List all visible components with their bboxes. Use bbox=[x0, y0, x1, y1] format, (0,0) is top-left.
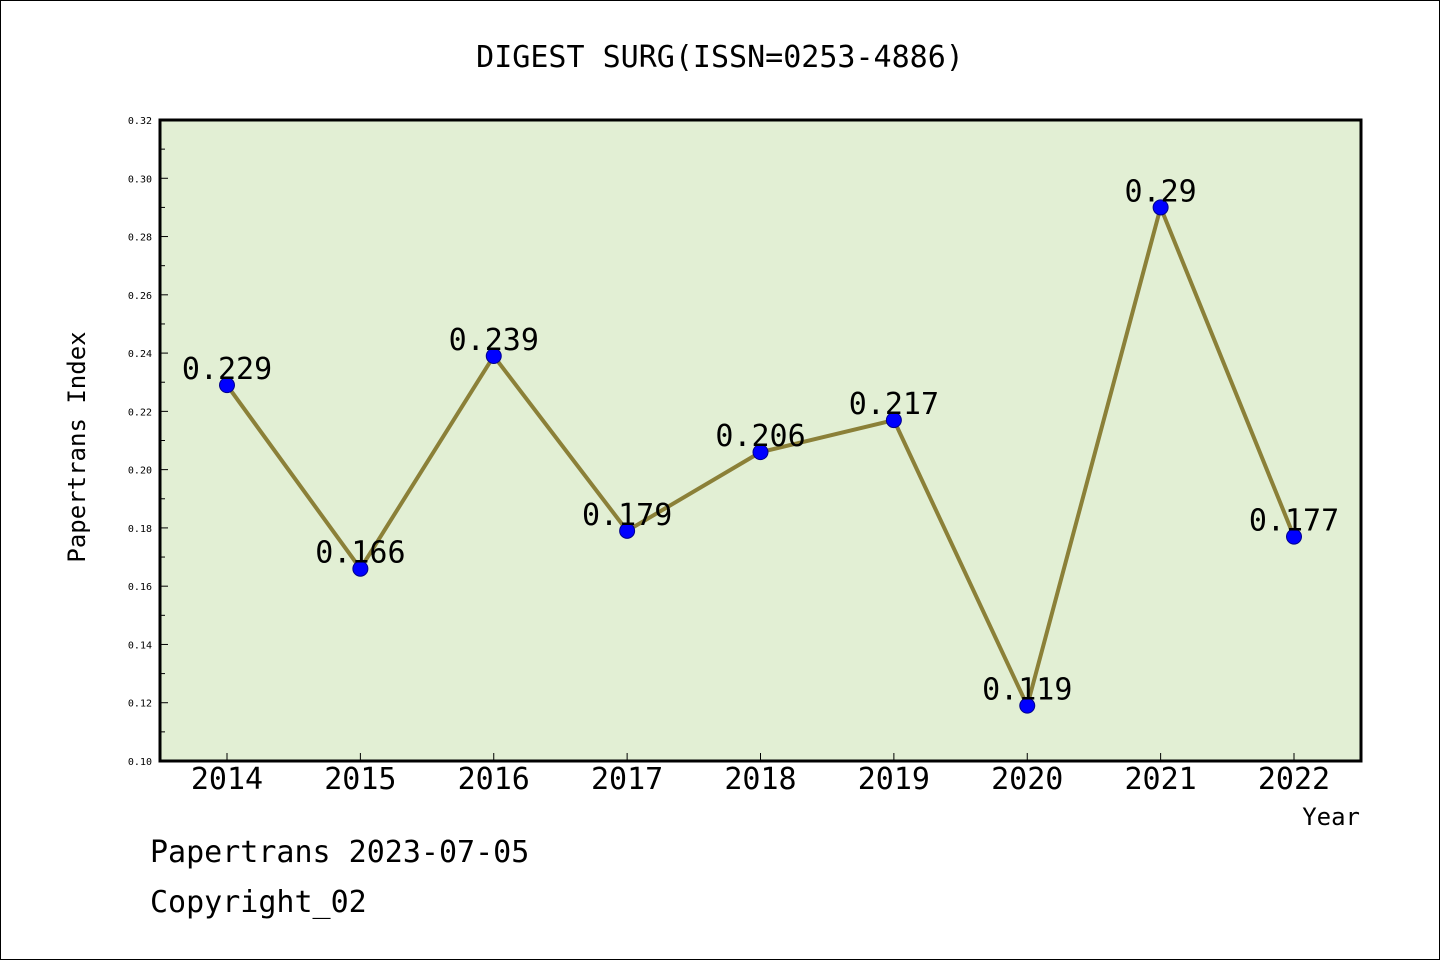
footer-copyright: Copyright_02 bbox=[150, 885, 367, 920]
series-layer: 0.229 0.166 0.239 0.179 0.206 0.217 0.119 0.29 0… bbox=[182, 174, 1339, 714]
data-label-2020: 0.119 bbox=[982, 673, 1072, 708]
plot-area bbox=[158, 118, 1363, 763]
y-tick-label-8: 0.26 bbox=[128, 291, 152, 302]
x-tick-label-1: 2015 bbox=[324, 762, 396, 797]
data-point-2015 bbox=[352, 560, 369, 577]
y-axis: 0.10 0.12 0.14 0.16 0.18 0.20 0.22 0.24 0.26 0.28… bbox=[128, 116, 168, 768]
chart-title: DIGEST SURG(ISSN=0253-4886) bbox=[476, 40, 964, 75]
y-axis-label: Papertrans Index bbox=[63, 331, 91, 562]
data-label-2022: 0.177 bbox=[1249, 504, 1339, 539]
y-tick-label-5: 0.20 bbox=[128, 466, 152, 477]
x-tick-label-4: 2018 bbox=[724, 762, 796, 797]
data-label-2017: 0.179 bbox=[582, 498, 672, 533]
y-tick-label-1: 0.12 bbox=[128, 699, 152, 710]
y-tick-label-6: 0.22 bbox=[128, 407, 152, 418]
data-label-2016: 0.239 bbox=[449, 323, 539, 358]
x-axis-label: Year bbox=[1302, 803, 1360, 831]
y-tick-label-0: 0.10 bbox=[128, 757, 152, 768]
x-tick-label-3: 2017 bbox=[591, 762, 663, 797]
x-tick-label-2: 2016 bbox=[458, 762, 530, 797]
y-tick-label-7: 0.24 bbox=[128, 349, 152, 360]
y-tick-label-3: 0.16 bbox=[128, 582, 152, 593]
y-tick-label-9: 0.28 bbox=[128, 233, 152, 244]
data-point-2021 bbox=[1152, 199, 1169, 216]
data-point-2018 bbox=[752, 444, 769, 461]
data-label-2014: 0.229 bbox=[182, 352, 272, 387]
footer-date: Papertrans 2023-07-05 bbox=[150, 835, 530, 870]
y-tick-label-4: 0.18 bbox=[128, 524, 152, 535]
data-point-2022 bbox=[1286, 528, 1302, 545]
data-point-2017 bbox=[619, 522, 636, 539]
data-point-2016 bbox=[485, 348, 502, 365]
x-axis: 2014 2015 2016 2017 2018 2019 2020 2021 2022 bbox=[191, 753, 1330, 797]
x-tick-label-8: 2022 bbox=[1258, 762, 1330, 797]
data-label-2021: 0.29 bbox=[1125, 174, 1197, 209]
data-point-2020 bbox=[1019, 697, 1036, 714]
y-tick-label-2: 0.14 bbox=[128, 640, 152, 651]
y-tick-label-10: 0.30 bbox=[128, 174, 152, 185]
data-point-2014 bbox=[219, 377, 235, 394]
x-tick-label-7: 2021 bbox=[1125, 762, 1197, 797]
x-tick-label-5: 2019 bbox=[858, 762, 930, 797]
data-label-2018: 0.206 bbox=[715, 419, 805, 454]
x-tick-label-6: 2020 bbox=[991, 762, 1063, 797]
y-tick-label-11: 0.32 bbox=[128, 116, 152, 127]
data-point-2019 bbox=[885, 412, 902, 429]
data-label-2019: 0.217 bbox=[849, 387, 939, 422]
x-tick-label-0: 2014 bbox=[191, 762, 263, 797]
data-label-2015: 0.166 bbox=[315, 536, 405, 571]
